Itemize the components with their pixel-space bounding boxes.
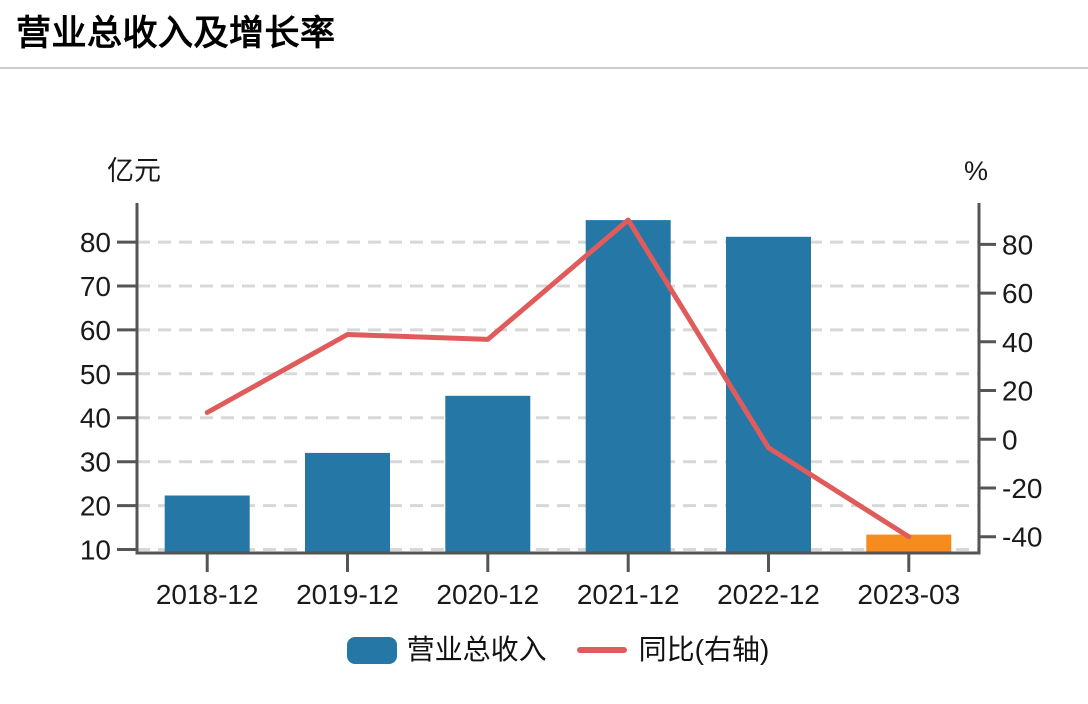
x-axis-tick-label: 2019-12 [296, 579, 399, 610]
right-axis-tick-label: 0 [1002, 424, 1018, 455]
bar-2020-12[interactable] [445, 395, 531, 553]
right-axis-tick-label: -40 [1002, 522, 1042, 553]
x-axis-tick-label: 2022-12 [717, 579, 820, 610]
bar-2023-03[interactable] [866, 534, 952, 553]
page-title: 营业总收入及增长率 [16, 14, 336, 53]
legend-bar-swatch [346, 636, 397, 664]
left-axis-tick-label: 40 [80, 403, 111, 434]
bar-2021-12[interactable] [585, 220, 671, 553]
right-axis-tick-label: 40 [1002, 327, 1033, 358]
legend-item-growth[interactable]: 同比(右轴) [576, 632, 770, 668]
growth-rate-line[interactable] [204, 217, 912, 540]
card-header: 营业总收入及增长率 [0, 0, 1088, 69]
left-axis-tick-label: 80 [80, 227, 111, 258]
x-axis-tick-label: 2018-12 [156, 579, 259, 610]
chart-legend: 营业总收入 同比(右轴) [137, 632, 979, 668]
x-axis-tick-label: 2021-12 [577, 579, 680, 610]
legend-label-growth: 同比(右轴) [638, 634, 770, 665]
left-axis-tick-label: 50 [80, 359, 111, 390]
left-axis-tick-label: 10 [80, 535, 111, 566]
right-axis-tick-label: 60 [1002, 278, 1033, 309]
left-axis-tick-label: 30 [80, 447, 111, 478]
bar-2018-12[interactable] [164, 495, 250, 554]
right-axis-tick-label: -20 [1002, 473, 1042, 504]
right-axis-unit-label: % [964, 156, 988, 186]
bar-2022-12[interactable] [726, 236, 811, 554]
bar-2019-12[interactable] [305, 452, 390, 553]
legend-label-revenue: 营业总收入 [406, 634, 547, 665]
right-axis-tick-label: 20 [1002, 376, 1033, 407]
legend-item-revenue[interactable]: 营业总收入 [346, 632, 547, 668]
x-axis-tick-label: 2020-12 [436, 579, 539, 610]
legend-line-swatch [576, 647, 627, 653]
left-axis-tick-label: 20 [80, 491, 111, 522]
left-axis-unit-label: 亿元 [107, 156, 161, 186]
x-axis-tick-label: 2023-03 [857, 579, 960, 610]
left-axis-tick-label: 60 [80, 315, 111, 346]
left-axis-tick-label: 70 [80, 271, 111, 302]
right-axis-tick-label: 80 [1002, 229, 1033, 260]
